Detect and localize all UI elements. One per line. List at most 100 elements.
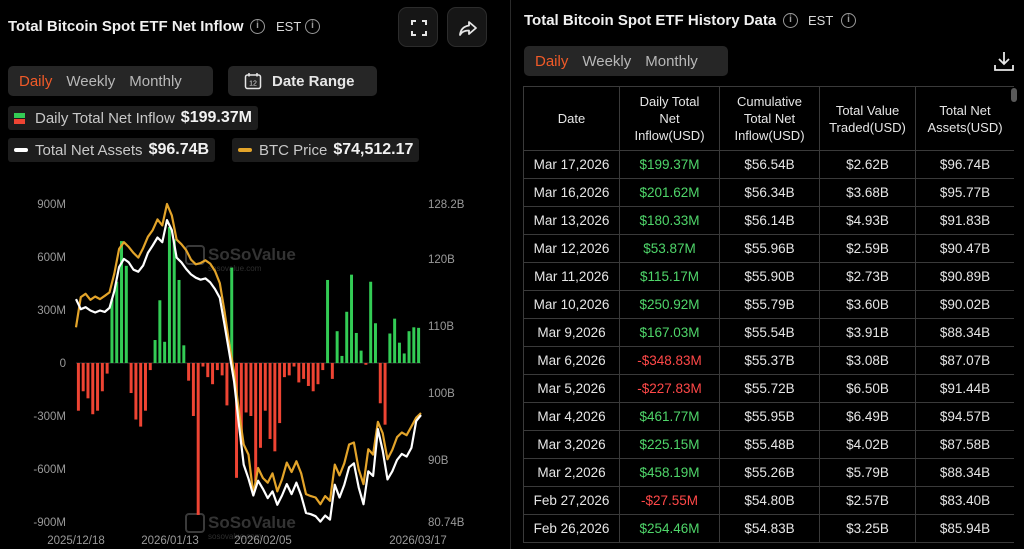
btc-price-line <box>74 202 422 506</box>
fullscreen-button[interactable] <box>398 7 438 47</box>
inflow-bar <box>249 363 253 416</box>
timezone-info-icon[interactable]: i <box>841 13 856 28</box>
inflow-bar <box>383 363 387 425</box>
table-cell: Mar 16,2026 <box>523 178 620 207</box>
inflow-bar <box>397 342 401 363</box>
watermark-subtext: sosovalue.com <box>208 264 262 273</box>
inflow-bar <box>369 281 373 363</box>
inflow-bar <box>364 363 368 365</box>
table-row: Mar 17,2026 $199.37M $56.54B $2.62B $96.74B <box>523 150 1014 179</box>
inflow-bar <box>129 363 133 394</box>
inflow-bar <box>172 239 176 363</box>
column-header-line: Date <box>557 111 586 126</box>
history-table-wrapper: Date Daily Total Net Inflow(USD) Cumulative T… <box>523 86 1014 549</box>
table-cell: $3.60B <box>819 290 916 319</box>
table-cell: $250.92M <box>619 290 720 319</box>
inflow-bar <box>335 331 339 363</box>
share-button[interactable] <box>447 7 487 47</box>
inflow-bar <box>278 363 282 424</box>
inflow-bar <box>258 363 262 448</box>
table-header-row: Date Daily Total Net Inflow(USD) Cumulative T… <box>523 86 1014 151</box>
table-cell: $115.17M <box>619 262 720 291</box>
table-row: Mar 11,2026 $115.17M $55.90B $2.73B $90.89B <box>523 262 1014 291</box>
table-row: Mar 2,2026 $458.19M $55.26B $5.79B $88.34B <box>523 458 1014 487</box>
left-axis-tick: 900M <box>37 199 66 211</box>
fullscreen-icon <box>411 20 427 36</box>
inflow-bar <box>91 363 95 415</box>
table-row: Mar 3,2026 $225.15M $55.48B $4.02B $87.58B <box>523 430 1014 459</box>
column-header-line: Cumulative <box>736 94 803 109</box>
inflow-bar <box>105 363 109 374</box>
history-table: Date Daily Total Net Inflow(USD) Cumulative T… <box>523 86 1014 543</box>
column-header-line: Assets(USD) <box>927 119 1003 135</box>
left-axis-tick: 300M <box>37 305 66 317</box>
table-cell: $3.25B <box>819 514 916 543</box>
inflow-bar <box>187 363 191 381</box>
tab-weekly[interactable]: Weekly <box>66 72 116 90</box>
column-header: Cumulative Total Net Inflow(USD) <box>719 86 820 151</box>
inflow-bar <box>359 350 363 363</box>
inflow-bar <box>124 265 128 363</box>
column-header-line: Net <box>659 111 680 126</box>
tab-daily[interactable]: Daily <box>535 52 569 70</box>
table-cell: $55.54B <box>719 318 820 347</box>
table-cell: $56.34B <box>719 178 820 207</box>
inflow-bar <box>311 363 315 392</box>
tab-weekly[interactable]: Weekly <box>582 52 632 70</box>
inflow-bar <box>254 363 258 482</box>
table-cell: $55.72B <box>719 374 820 403</box>
inflow-bar <box>139 363 143 427</box>
table-cell: $254.46M <box>619 514 720 543</box>
history-data-panel: Total Bitcoin Spot ETF History Data i ES… <box>511 0 1024 549</box>
table-cell: $85.94B <box>915 514 1014 543</box>
date-range-button[interactable]: 12 Date Range <box>228 66 377 96</box>
table-row: Mar 4,2026 $461.77M $55.95B $6.49B $94.57B <box>523 402 1014 431</box>
table-cell: $55.48B <box>719 430 820 459</box>
legend-total-net-assets[interactable]: Total Net Assets $96.74B <box>8 138 216 162</box>
table-cell: $3.08B <box>819 346 916 375</box>
watermark-text: SoSoValue <box>208 513 296 532</box>
inflow-bar <box>220 363 224 376</box>
table-cell: Mar 9,2026 <box>523 318 620 347</box>
inflow-bar <box>393 318 397 363</box>
table-cell: $83.40B <box>915 486 1014 515</box>
info-icon[interactable]: i <box>783 13 798 28</box>
tab-daily[interactable]: Daily <box>19 72 53 90</box>
inflow-bar <box>96 363 100 411</box>
inflow-bar <box>148 363 152 371</box>
table-cell: Mar 11,2026 <box>523 262 620 291</box>
table-cell: $88.34B <box>915 458 1014 487</box>
timezone-info-icon[interactable]: i <box>305 19 320 34</box>
left-axis-tick: -600M <box>33 464 66 476</box>
table-row: Mar 13,2026 $180.33M $56.14B $4.93B $91.83B <box>523 206 1014 235</box>
inflow-bar <box>143 363 147 411</box>
x-axis-tick: 2026/03/17 <box>389 535 447 547</box>
column-header-line: Inflow(USD) <box>734 128 805 143</box>
info-icon[interactable]: i <box>250 19 265 34</box>
timezone-label: EST <box>808 13 834 28</box>
inflow-bar <box>134 363 138 420</box>
table-cell: Mar 2,2026 <box>523 458 620 487</box>
inflow-bar <box>330 363 334 379</box>
table-row: Mar 16,2026 $201.62M $56.34B $3.68B $95.77B <box>523 178 1014 207</box>
inflow-chart[interactable]: SoSoValuesosovalue.comSoSoValuesosovalue… <box>0 190 510 549</box>
table-cell: $94.57B <box>915 402 1014 431</box>
date-range-label: Date Range <box>272 72 355 90</box>
period-tabs: Daily Weekly Monthly <box>524 46 728 76</box>
inflow-bar <box>350 274 354 363</box>
table-scrollbar[interactable] <box>1011 88 1017 102</box>
table-row: Mar 5,2026 -$227.83M $55.72B $6.50B $91.44B <box>523 374 1014 403</box>
tab-monthly[interactable]: Monthly <box>129 72 182 90</box>
tab-monthly[interactable]: Monthly <box>645 52 698 70</box>
column-header-line: Total Net <box>939 102 991 118</box>
legend-btc-price[interactable]: BTC Price $74,512.17 <box>232 138 420 162</box>
inflow-bar <box>354 332 358 363</box>
table-cell: $87.07B <box>915 346 1014 375</box>
table-cell: $90.02B <box>915 290 1014 319</box>
inflow-bar <box>297 363 301 383</box>
download-icon[interactable] <box>993 50 1015 72</box>
inflow-bar <box>273 363 277 452</box>
left-axis-tick: -900M <box>33 517 66 529</box>
table-cell: $4.93B <box>819 206 916 235</box>
right-axis-tick: 90B <box>428 455 449 467</box>
